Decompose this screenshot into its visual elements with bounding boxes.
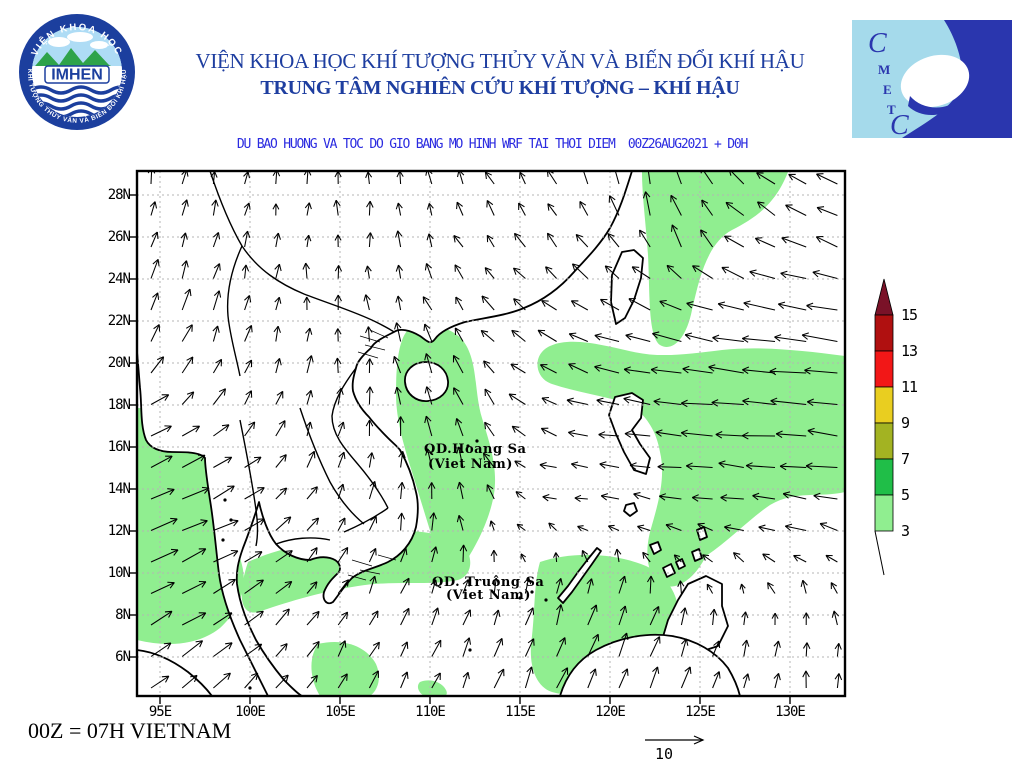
cloud-icon bbox=[67, 32, 93, 42]
wind-arrows bbox=[147, 171, 843, 689]
lat-tick-label: 16N bbox=[107, 439, 131, 455]
legend-color-swatch bbox=[874, 386, 894, 424]
island-coast bbox=[662, 563, 676, 578]
legend-value: 5 bbox=[901, 486, 910, 504]
cmetc-letter-m: M bbox=[878, 62, 890, 77]
reference-vector-label: 10 bbox=[655, 745, 674, 763]
island-coast bbox=[404, 361, 449, 402]
legend-color-swatch bbox=[874, 494, 894, 532]
imhen-logo: IMHEN VIỆN KHOA HỌC KHÍ TƯỢNG THỦY VĂN V… bbox=[17, 12, 137, 132]
island-coast bbox=[649, 541, 662, 555]
lat-tick-label: 20N bbox=[107, 355, 131, 371]
reference-vector-arrow bbox=[645, 735, 705, 745]
islet-dots bbox=[221, 439, 548, 690]
legend-color-swatch bbox=[874, 314, 894, 352]
map-layers bbox=[137, 171, 845, 696]
cmetc-logo-graphic: C M E T C bbox=[852, 20, 1012, 138]
legend-color-swatch bbox=[874, 458, 894, 496]
island-coast bbox=[559, 633, 741, 696]
lat-tick-label: 6N bbox=[115, 649, 131, 665]
cmetc-logo: C M E T C bbox=[852, 20, 1012, 138]
legend-tail bbox=[874, 530, 885, 576]
cmetc-letter-c2: C bbox=[890, 110, 909, 138]
lat-tick-label: 10N bbox=[107, 565, 131, 581]
legend-top-triangle bbox=[874, 278, 894, 316]
cmetc-letter-t: T bbox=[887, 102, 896, 117]
island-coast bbox=[691, 548, 703, 562]
lat-tick-label: 22N bbox=[107, 313, 131, 329]
map-frame bbox=[135, 169, 847, 698]
reference-vector bbox=[643, 732, 709, 746]
time-note: 00Z = 07H VIETNAM bbox=[28, 718, 232, 743]
cloud-icon bbox=[48, 37, 70, 47]
lon-tick-label: 125E bbox=[685, 704, 716, 720]
cmetc-letter-c1: C bbox=[868, 28, 887, 59]
legend-value: 9 bbox=[901, 414, 910, 432]
lat-tick-label: 26N bbox=[107, 229, 131, 245]
cmetc-letter-e: E bbox=[883, 82, 892, 97]
lon-tick-label: 130E bbox=[775, 704, 806, 720]
lat-tick-label: 14N bbox=[107, 481, 131, 497]
lon-tick-label: 100E bbox=[235, 704, 266, 720]
coastlines bbox=[137, 171, 741, 696]
cmetc-letters: C M E T C bbox=[868, 28, 909, 138]
hoang-sa-label-line2: (Viet Nam) bbox=[428, 457, 513, 472]
legend-value: 13 bbox=[901, 342, 918, 360]
map-title: DU BAO HUONG VA TOC DO GIO BANG MO HINH … bbox=[236, 137, 748, 152]
cmetc-swoosh bbox=[902, 20, 1012, 138]
island-coast bbox=[557, 547, 602, 604]
mainland-coast bbox=[137, 171, 633, 696]
hoang-sa-label-line1: QD.Hoang Sa bbox=[424, 442, 527, 457]
axis-ticks bbox=[129, 194, 791, 704]
lon-tick-label: 95E bbox=[148, 704, 172, 720]
graticule bbox=[137, 171, 845, 696]
lon-tick-label: 115E bbox=[505, 704, 536, 720]
legend-color-swatch bbox=[874, 350, 894, 388]
legend-value: 15 bbox=[901, 306, 918, 324]
island-coast bbox=[608, 392, 651, 475]
island-coast bbox=[623, 502, 638, 517]
legend-value: 7 bbox=[901, 450, 910, 468]
lon-tick-label: 105E bbox=[325, 704, 356, 720]
legend-colorbar bbox=[874, 278, 894, 576]
imhen-logo-graphic: IMHEN VIỆN KHOA HỌC KHÍ TƯỢNG THỦY VĂN V… bbox=[19, 14, 135, 130]
wind-speed-legend bbox=[871, 275, 931, 585]
truong-sa-label-line2: (Viet Nam) bbox=[446, 588, 531, 603]
lat-tick-label: 12N bbox=[107, 523, 131, 539]
legend-value: 3 bbox=[901, 522, 910, 540]
cloud-icon bbox=[90, 41, 108, 49]
lat-tick-label: 28N bbox=[107, 187, 131, 203]
org-name-line2: TRUNG TÂM NGHIÊN CỨU KHÍ TƯỢNG – KHÍ HẬU bbox=[260, 77, 740, 99]
org-name-line1: VIỆN KHOA HỌC KHÍ TƯỢNG THỦY VĂN VÀ BIẾN… bbox=[195, 49, 805, 73]
lat-tick-label: 18N bbox=[107, 397, 131, 413]
truong-sa-label-line1: QD. Truông Sa bbox=[432, 575, 545, 590]
lat-tick-label: 24N bbox=[107, 271, 131, 287]
legend-value: 11 bbox=[901, 378, 918, 396]
province-lines bbox=[347, 329, 397, 581]
lon-tick-label: 120E bbox=[595, 704, 626, 720]
imhen-logo-text: IMHEN bbox=[51, 67, 103, 84]
lon-tick-label: 110E bbox=[415, 704, 446, 720]
legend-color-swatch bbox=[874, 422, 894, 460]
lat-tick-label: 8N bbox=[115, 607, 131, 623]
